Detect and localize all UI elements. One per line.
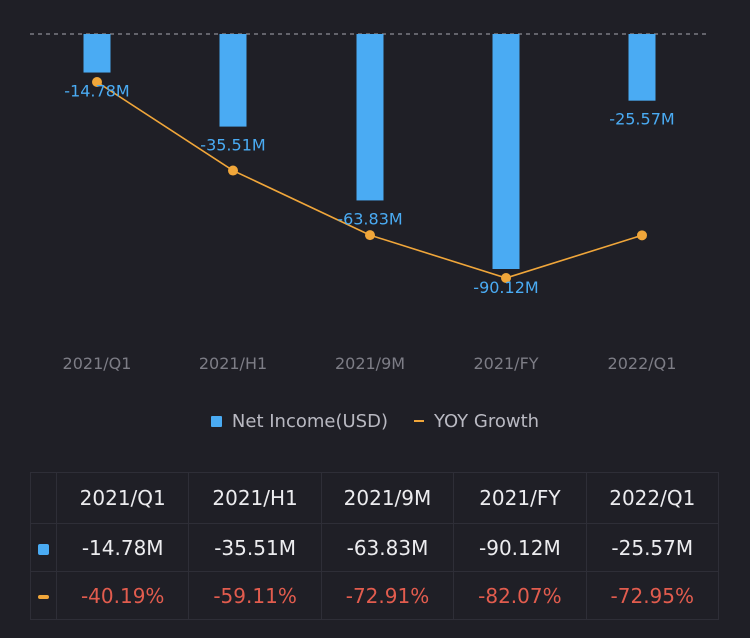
bars-layer bbox=[83, 34, 656, 269]
bar-value-label-2021/H1: -35.51M bbox=[200, 136, 265, 155]
table-header-cell: 2021/Q1 bbox=[55, 472, 190, 524]
bar-2021/9M[interactable] bbox=[356, 34, 384, 201]
yoy-point-2021/FY[interactable] bbox=[501, 273, 511, 283]
table-corner-cell bbox=[30, 472, 57, 524]
x-tick-2021/FY: 2021/FY bbox=[473, 354, 538, 373]
table-header-cell: 2021/H1 bbox=[188, 472, 322, 524]
table-cell: -25.57M bbox=[585, 523, 720, 572]
x-tick-2021/9M: 2021/9M bbox=[335, 354, 405, 373]
x-tick-2022/Q1: 2022/Q1 bbox=[608, 354, 677, 373]
yoy-point-2021/9M[interactable] bbox=[365, 230, 375, 241]
table-cell: -35.51M bbox=[188, 523, 322, 572]
bar-value-label-2021/FY: -90.12M bbox=[473, 278, 538, 297]
net-income-chart: -14.78M -35.51M -63.83M -90.12M -25.57M 2021… bbox=[30, 33, 708, 373]
legend-item-net-income[interactable]: Net Income(USD) bbox=[210, 410, 388, 432]
net-income-row-marker bbox=[30, 523, 57, 572]
legend-label-net-income: Net Income(USD) bbox=[231, 410, 388, 432]
bar-swatch-icon bbox=[210, 415, 222, 427]
table-row-net-income: -14.78M -35.51M -63.83M -90.12M -25.57M bbox=[30, 523, 720, 572]
x-tick-2021/Q1: 2021/Q1 bbox=[63, 354, 132, 373]
legend-item-yoy-growth[interactable]: YOY Growth bbox=[413, 410, 540, 432]
data-table: 2021/Q1 2021/H1 2021/9M 2021/FY 2022/Q1 … bbox=[30, 472, 720, 620]
table-cell: -40.19% bbox=[55, 571, 190, 620]
yoy-point-2022/Q1[interactable] bbox=[637, 230, 647, 241]
table-cell: -90.12M bbox=[453, 523, 587, 572]
line-swatch-icon bbox=[413, 420, 424, 422]
table-header-cell: 2021/FY bbox=[453, 472, 587, 524]
yoy-growth-row-marker bbox=[30, 571, 57, 620]
bar-2021/H1[interactable] bbox=[219, 34, 247, 127]
line-marker-icon bbox=[38, 595, 49, 599]
table-header-cell: 2022/Q1 bbox=[585, 472, 720, 524]
table-cell: -14.78M bbox=[55, 523, 190, 572]
table-row-yoy-growth: -40.19% -59.11% -72.91% -82.07% -72.95% bbox=[30, 571, 720, 620]
chart-legend: Net Income(USD) YOY Growth bbox=[0, 406, 750, 436]
bar-2021/Q1[interactable] bbox=[83, 34, 111, 73]
line-layer bbox=[92, 77, 647, 283]
table-header-row: 2021/Q1 2021/H1 2021/9M 2021/FY 2022/Q1 bbox=[30, 472, 720, 524]
table-cell: -72.95% bbox=[585, 571, 720, 620]
yoy-point-2021/Q1[interactable] bbox=[92, 77, 102, 87]
bar-value-label-2021/9M: -63.83M bbox=[337, 209, 402, 228]
x-tick-labels: 2021/Q1 2021/H1 2021/9M 2021/FY 2022/Q1 bbox=[63, 354, 677, 373]
table-cell: -63.83M bbox=[320, 523, 455, 572]
yoy-point-2021/H1[interactable] bbox=[228, 165, 238, 176]
table-header-cell: 2021/9M bbox=[320, 472, 455, 524]
x-tick-2021/H1: 2021/H1 bbox=[199, 354, 267, 373]
table-cell: -59.11% bbox=[188, 571, 322, 620]
bar-value-label-2022/Q1: -25.57M bbox=[609, 110, 674, 129]
table-cell: -72.91% bbox=[320, 571, 455, 620]
bar-2021/FY[interactable] bbox=[492, 34, 520, 269]
bar-labels-layer: -14.78M -35.51M -63.83M -90.12M -25.57M bbox=[64, 82, 674, 297]
table-cell: -82.07% bbox=[453, 571, 587, 620]
bar-2022/Q1[interactable] bbox=[628, 34, 656, 101]
bar-marker-icon bbox=[38, 543, 49, 555]
legend-label-yoy-growth: YOY Growth bbox=[433, 410, 540, 432]
bar-value-label-2021/Q1: -14.78M bbox=[64, 82, 129, 101]
